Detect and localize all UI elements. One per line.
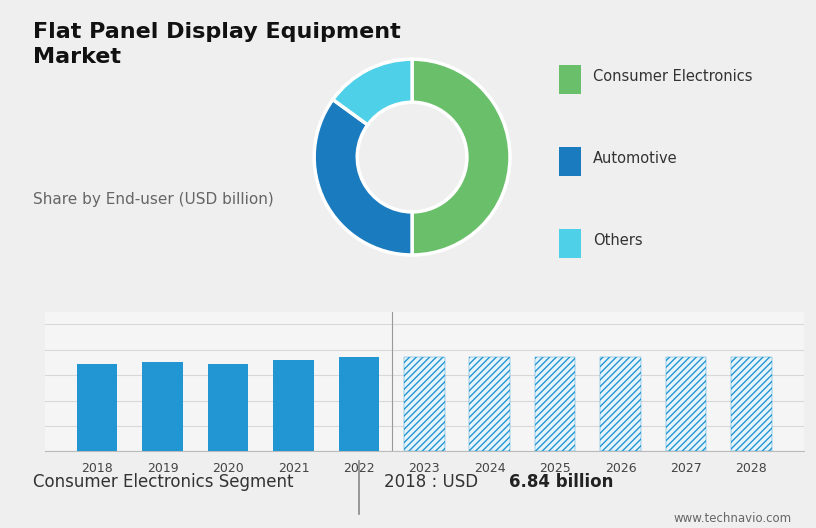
Bar	[339, 357, 379, 451]
Bar	[601, 357, 641, 451]
Bar	[469, 357, 510, 451]
Bar	[273, 361, 314, 451]
Bar	[731, 357, 772, 451]
Text: 2018 : USD: 2018 : USD	[384, 473, 483, 491]
Bar	[534, 357, 575, 451]
Bar	[666, 357, 707, 451]
Text: Consumer Electronics: Consumer Electronics	[593, 69, 752, 84]
FancyBboxPatch shape	[559, 65, 581, 94]
Bar	[208, 364, 248, 451]
Bar	[142, 362, 183, 451]
Wedge shape	[412, 59, 510, 255]
Text: Automotive: Automotive	[593, 151, 678, 166]
Text: Share by End-user (USD billion): Share by End-user (USD billion)	[33, 192, 273, 206]
Text: Consumer Electronics Segment: Consumer Electronics Segment	[33, 473, 293, 491]
Text: Others: Others	[593, 233, 643, 248]
Text: Flat Panel Display Equipment
Market: Flat Panel Display Equipment Market	[33, 22, 401, 67]
Bar	[77, 364, 118, 451]
Wedge shape	[333, 59, 412, 125]
Wedge shape	[314, 99, 412, 255]
FancyBboxPatch shape	[559, 147, 581, 176]
Text: www.technavio.com: www.technavio.com	[673, 512, 792, 525]
Bar	[404, 357, 445, 451]
Text: 6.84 billion: 6.84 billion	[509, 473, 614, 491]
FancyBboxPatch shape	[559, 229, 581, 258]
